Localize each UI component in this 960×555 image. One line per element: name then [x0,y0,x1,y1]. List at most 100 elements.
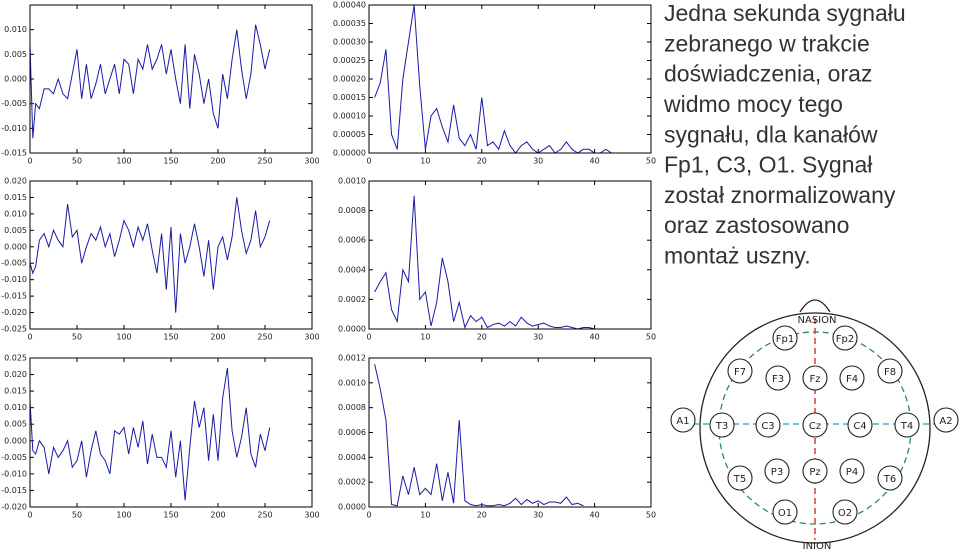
plot-frame [29,357,313,508]
y-tick-label: -0.015 [1,149,27,158]
electrode [772,325,798,351]
y-tick-label: 0.00030 [333,38,366,47]
x-tick-label: 40 [590,333,600,342]
signal-line [29,197,271,313]
x-tick-label: 10 [420,333,430,342]
y-tick-label: -0.005 [1,99,27,108]
y-tick-label: 0.010 [4,403,27,412]
electrode-label: O2 [838,508,852,519]
x-tick-label: 40 [590,511,600,520]
electrode-label: P3 [771,467,783,478]
x-tick-label: 200 [210,511,225,520]
y-tick-label: -0.010 [1,275,27,284]
x-tick-label: 10 [420,157,430,166]
x-tick-label: 50 [646,333,656,342]
caption-line: montaż uszny. [664,242,811,268]
y-tick-label: 0.0004 [338,265,366,274]
plot-frame [368,180,652,330]
caption-line: oraz zastosowano [664,212,849,238]
electrode-label: Pz [809,467,820,478]
y-tick-label: 0.0010 [338,378,366,387]
electrode [772,499,798,525]
electrode [802,412,828,438]
nasion-label: NASION [798,315,837,326]
y-tick-label: 0.020 [4,370,27,379]
electrode-label: O1 [778,508,792,519]
y-tick-label: 0.00015 [333,93,366,102]
y-tick-label: 0.0006 [338,236,366,245]
electrode-diagram: NASION INION Fp1 Fp2 F7 F3 Fz F4 F8 A1 T3 C3 Cz C4 T… [670,299,959,552]
electrode-label: F7 [734,367,746,378]
x-tick-label: 250 [257,333,272,342]
y-tick-label: 0.0006 [338,428,366,437]
signal-line [29,24,271,139]
plot-frame [368,4,652,154]
x-tick-label: 150 [163,157,178,166]
chart: 0 10 20 30 40 50 0.0000 0.0002 0.0004 0.0006 0.000… [338,177,656,342]
signal-line [29,367,271,501]
caption-line: doświadczenia, oraz [664,61,872,87]
x-tick-label: 0 [27,511,32,520]
electrode [670,407,696,433]
chart: 0 50 100 150 200 250 300 -0.015 -0.010 -0.005 0.00… [1,4,320,166]
y-tick-label: 0.015 [4,387,27,396]
x-tick-label: 50 [72,333,82,342]
electrode [877,358,903,384]
y-tick-label: 0.00005 [333,130,366,139]
x-tick-label: 250 [257,511,272,520]
x-tick-label: 300 [304,333,319,342]
y-tick-label: 0.005 [4,420,27,429]
signal-line [374,4,640,154]
y-tick-label: 0.005 [4,226,27,235]
electrode-label: F3 [772,374,784,385]
x-tick-label: 0 [27,157,32,166]
y-tick-label: 0.0002 [338,295,366,304]
electrode [802,458,828,484]
electrode-label: A2 [939,416,952,427]
electrode-label: C4 [853,421,866,432]
electrode-label: Fp1 [776,334,794,345]
x-tick-label: 20 [477,157,487,166]
chart: 0 10 20 30 40 50 0.0000 0.0002 0.0004 0.0006 0.000… [338,354,656,520]
y-tick-label: -0.005 [1,259,27,268]
electrode [839,458,865,484]
electrode [765,365,791,391]
caption-line: zebranego w trakcie [664,30,870,56]
chart: 0 10 20 30 40 50 0.00000 0.00005 0.00010 0.00015 0… [333,1,656,166]
plot-frame [29,4,313,154]
y-tick-label: -0.020 [1,503,27,512]
y-tick-label: 0.0000 [338,503,366,512]
y-tick-label: 0.015 [4,193,27,202]
electrode [802,365,828,391]
y-tick-label: 0.000 [4,242,27,251]
electrode-label: T6 [883,474,896,485]
electrode-label: F8 [884,367,896,378]
chart: 0 50 100 150 200 250 300 -0.020 -0.015 -0.010 -0.0… [1,354,319,520]
electrode-label: T3 [715,421,728,432]
caption-line: został znormalizowany [664,182,896,208]
x-tick-label: 20 [477,511,487,520]
y-tick-label: 0.00040 [333,1,366,10]
x-tick-label: 20 [477,333,487,342]
y-tick-label: -0.015 [1,292,27,301]
y-tick-label: 0.0002 [338,478,366,487]
y-tick-label: -0.025 [1,325,27,334]
y-tick-label: -0.010 [1,124,27,133]
electrode-label: F4 [846,374,858,385]
electrode-label: Fp2 [836,334,854,345]
electrode [727,465,753,491]
electrode-label: T4 [900,421,913,432]
y-tick-label: 0.0008 [338,403,366,412]
x-tick-label: 0 [366,157,371,166]
y-tick-label: 0.00010 [333,112,366,121]
x-tick-label: 300 [304,157,319,166]
y-tick-label: -0.010 [1,469,27,478]
y-tick-label: 0.010 [4,209,27,218]
caption-line: sygnału, dla kanałów [664,121,878,147]
electrode-label: Cz [809,421,821,432]
electrode [709,412,735,438]
y-tick-label: 0.005 [4,50,27,59]
x-tick-label: 200 [210,333,225,342]
electrode [755,412,781,438]
